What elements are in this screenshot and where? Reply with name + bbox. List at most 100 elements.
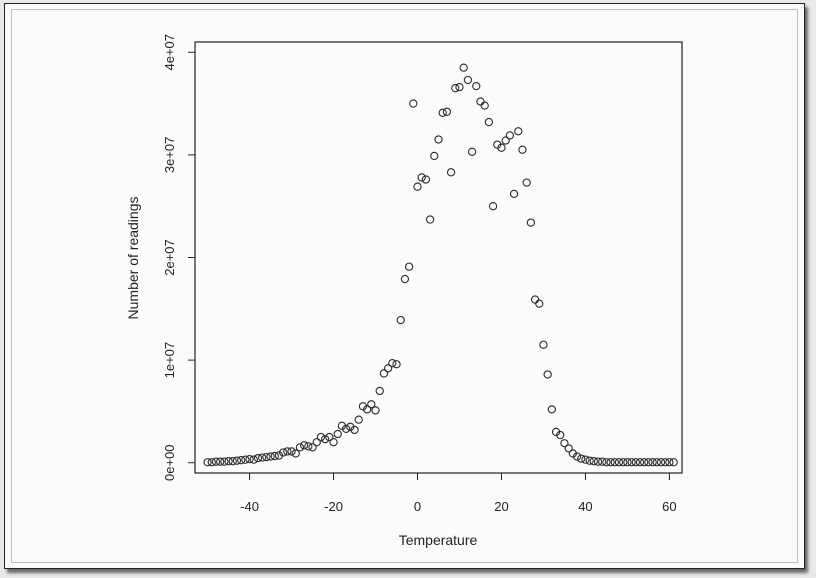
data-point: [640, 458, 649, 467]
data-point: [610, 458, 619, 467]
data-point: [438, 108, 447, 117]
data-point: [253, 453, 263, 463]
data-point: [505, 131, 515, 140]
data-point: [669, 458, 678, 467]
data-point: [396, 315, 405, 325]
data-point: [501, 136, 510, 145]
data-point: [577, 454, 586, 463]
x-axis-title: Temperature: [399, 532, 478, 548]
x-axis: -40 -20 0 20 40 60: [240, 472, 677, 514]
data-point: [446, 168, 456, 177]
data-point: [388, 359, 397, 368]
data-point: [665, 458, 674, 467]
data-point: [224, 457, 233, 466]
data-point: [442, 107, 452, 116]
data-point: [316, 432, 326, 442]
figure-inner-border: [11, 9, 798, 563]
data-point: [656, 458, 666, 467]
data-point: [295, 443, 305, 452]
y-tick-label: 3e+07: [162, 137, 177, 174]
data-point: [526, 218, 536, 227]
data-points: [203, 63, 678, 467]
y-tick-label: 4e+07: [162, 34, 177, 71]
plot-box: [194, 41, 683, 474]
data-point: [572, 452, 582, 461]
x-tick-label: -20: [324, 499, 343, 514]
data-point: [652, 458, 661, 467]
data-point: [560, 439, 569, 448]
data-point: [371, 406, 380, 415]
data-point: [283, 447, 292, 456]
data-point: [383, 364, 393, 373]
data-point: [480, 101, 489, 110]
data-point: [203, 458, 212, 467]
data-point: [279, 448, 288, 457]
data-point: [425, 215, 435, 224]
data-point: [258, 453, 267, 462]
data-point: [619, 458, 628, 467]
data-point: [270, 451, 279, 461]
data-point: [556, 430, 565, 440]
data-point: [262, 452, 271, 462]
data-point: [245, 454, 254, 464]
y-tick-label: 2e+07: [162, 239, 177, 276]
data-point: [627, 458, 636, 467]
data-point: [581, 455, 590, 464]
data-point: [644, 458, 653, 467]
data-point: [241, 455, 250, 464]
data-point: [312, 438, 321, 447]
data-point: [329, 438, 338, 447]
data-point: [341, 424, 351, 434]
data-point: [530, 295, 540, 304]
data-point: [606, 458, 615, 467]
data-point: [648, 458, 657, 467]
data-point: [354, 415, 363, 424]
data-point: [392, 360, 401, 369]
data-point: [539, 340, 548, 349]
data-point: [535, 299, 544, 308]
data-point: [455, 83, 464, 92]
data-point: [300, 441, 309, 450]
figure-frame: [4, 3, 805, 569]
data-point: [220, 457, 229, 466]
data-point: [585, 456, 594, 465]
data-point: [476, 97, 485, 106]
data-point: [304, 442, 313, 451]
data-point: [216, 457, 225, 466]
data-point: [614, 458, 624, 467]
data-point: [564, 444, 573, 453]
data-point: [451, 84, 460, 93]
data-point: [509, 189, 519, 199]
data-point: [211, 457, 221, 466]
data-point: [350, 425, 359, 435]
y-tick-label: 0e+00: [162, 444, 177, 481]
data-point: [232, 456, 242, 465]
data-point: [602, 458, 611, 467]
data-point: [589, 457, 598, 466]
data-point: [484, 117, 494, 127]
data-point: [400, 274, 410, 284]
data-point: [379, 369, 389, 378]
data-point: [421, 175, 431, 184]
data-point: [249, 455, 258, 464]
data-point: [237, 456, 246, 465]
x-tick-label: 60: [662, 499, 676, 514]
data-point: [207, 458, 216, 467]
data-point: [266, 452, 275, 461]
data-point: [522, 178, 531, 187]
data-point: [362, 405, 372, 414]
data-point: [472, 81, 481, 91]
data-point: [547, 405, 557, 414]
data-point: [467, 147, 477, 156]
data-point: [631, 458, 640, 467]
data-point: [488, 202, 498, 211]
y-axis: 0e+00 1e+07 2e+07 3e+07 4e+07: [162, 34, 196, 481]
y-tick-label: 1e+07: [162, 342, 177, 379]
data-point: [367, 400, 376, 409]
data-point: [661, 458, 670, 467]
data-point: [333, 429, 342, 439]
x-tick-label: 20: [494, 499, 508, 514]
data-point: [623, 458, 632, 467]
data-point: [228, 457, 237, 466]
